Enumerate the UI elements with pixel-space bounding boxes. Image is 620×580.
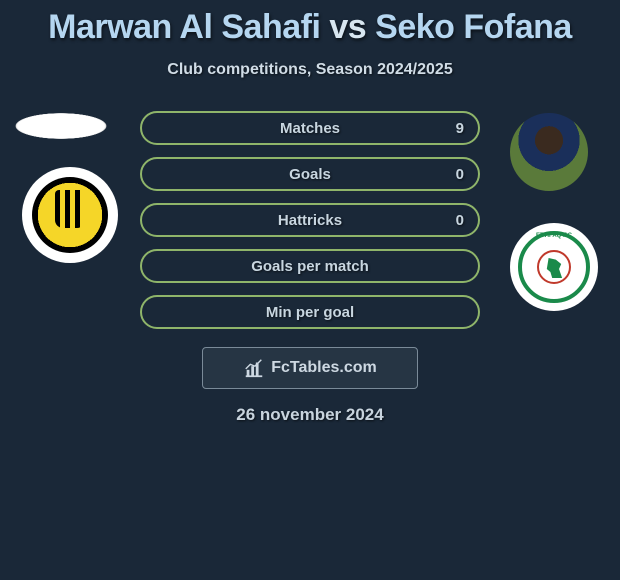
ittihad-stripes-icon [55, 190, 85, 228]
vs-text: vs [329, 8, 366, 46]
stat-row-matches: Matches 9 [140, 111, 480, 145]
ettifaq-horse-icon [537, 250, 571, 284]
ettifaq-badge: ETTIFAQ F.C [518, 231, 590, 303]
ittihad-badge-text: ITTIHAD CLUB [49, 236, 91, 243]
stat-row-min-per-goal: Min per goal [140, 295, 480, 329]
player2-name: Seko Fofana [375, 8, 572, 46]
stat-right-value: 0 [456, 166, 464, 183]
stat-rows: Matches 9 Goals 0 Hattricks 0 Goals per … [140, 111, 480, 329]
player1-club-logo: ITTIHAD CLUB [22, 167, 118, 263]
stat-row-goals-per-match: Goals per match [140, 249, 480, 283]
ittihad-badge: ITTIHAD CLUB [32, 177, 108, 253]
stat-label: Min per goal [142, 304, 478, 321]
stat-label: Goals per match [142, 258, 478, 275]
watermark-text: FcTables.com [271, 359, 377, 377]
bar-chart-icon [243, 357, 265, 379]
player1-name: Marwan Al Sahafi [48, 8, 320, 46]
ettifaq-badge-text: ETTIFAQ F.C [522, 233, 586, 239]
comparison-content: ITTIHAD CLUB ETTIFAQ F.C Matches 9 Goals… [0, 111, 620, 425]
player1-avatar [8, 111, 114, 141]
stat-label: Matches [142, 120, 478, 137]
subtitle: Club competitions, Season 2024/2025 [0, 61, 620, 79]
page-title: Marwan Al Sahafi vs Seko Fofana [0, 0, 620, 47]
stat-label: Goals [142, 166, 478, 183]
stat-right-value: 9 [456, 120, 464, 137]
stat-label: Hattricks [142, 212, 478, 229]
player2-avatar [508, 111, 590, 193]
stat-row-hattricks: Hattricks 0 [140, 203, 480, 237]
date-text: 26 november 2024 [0, 405, 620, 425]
watermark-box: FcTables.com [202, 347, 418, 389]
stat-right-value: 0 [456, 212, 464, 229]
player2-club-logo: ETTIFAQ F.C [510, 223, 598, 311]
stat-row-goals: Goals 0 [140, 157, 480, 191]
